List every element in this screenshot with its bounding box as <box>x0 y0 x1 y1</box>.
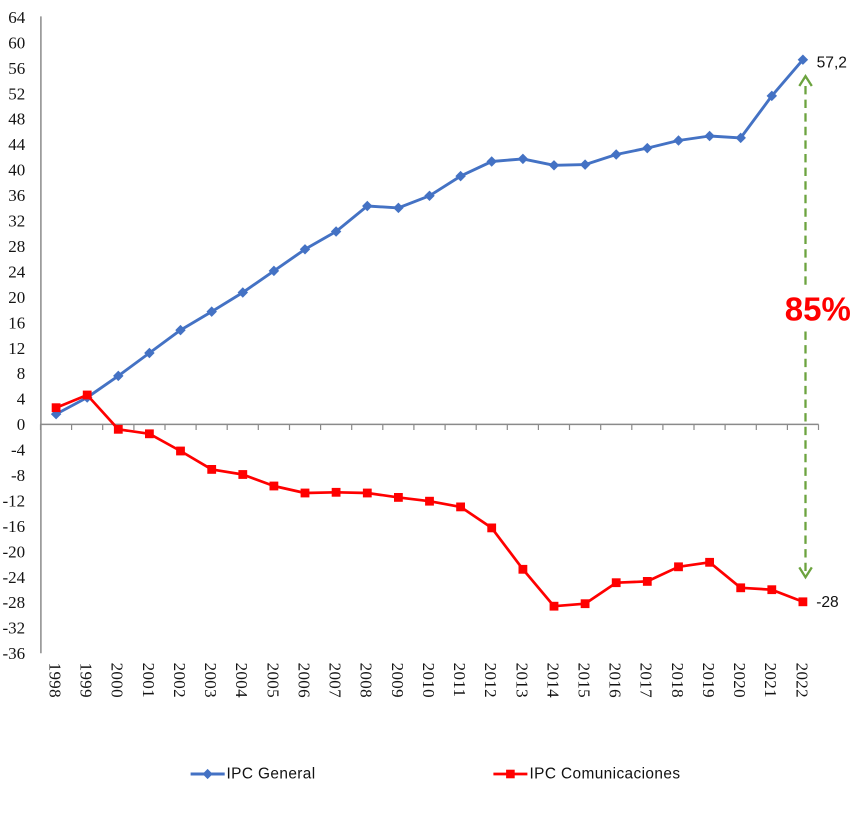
svg-text:85%: 85% <box>785 290 851 327</box>
svg-text:2007: 2007 <box>326 663 345 699</box>
svg-text:32: 32 <box>8 212 25 231</box>
svg-text:2002: 2002 <box>170 663 189 698</box>
svg-text:4: 4 <box>17 390 26 409</box>
svg-text:-36: -36 <box>3 644 26 663</box>
svg-text:40: 40 <box>8 161 25 180</box>
svg-text:2020: 2020 <box>730 663 749 698</box>
svg-text:57,2: 57,2 <box>817 54 847 71</box>
svg-text:2009: 2009 <box>388 663 407 698</box>
svg-text:28: 28 <box>8 237 25 256</box>
svg-text:2016: 2016 <box>606 663 625 698</box>
svg-text:IPC Comunicaciones: IPC Comunicaciones <box>530 766 681 783</box>
svg-text:8: 8 <box>17 364 26 383</box>
svg-text:2011: 2011 <box>450 663 469 698</box>
svg-text:2013: 2013 <box>512 663 531 698</box>
svg-text:-28: -28 <box>3 593 26 612</box>
svg-text:1999: 1999 <box>77 663 96 698</box>
svg-text:2014: 2014 <box>543 663 562 699</box>
svg-text:24: 24 <box>8 262 26 281</box>
svg-text:48: 48 <box>8 110 25 129</box>
svg-text:56: 56 <box>8 59 25 78</box>
svg-text:2003: 2003 <box>201 663 220 698</box>
svg-text:2001: 2001 <box>139 663 158 698</box>
svg-text:2008: 2008 <box>357 663 376 698</box>
svg-text:IPC General: IPC General <box>227 766 316 783</box>
svg-text:2005: 2005 <box>263 663 282 698</box>
svg-text:-20: -20 <box>3 542 26 561</box>
svg-text:2015: 2015 <box>575 663 594 698</box>
svg-text:2004: 2004 <box>232 663 251 699</box>
svg-text:2010: 2010 <box>419 663 438 698</box>
svg-text:64: 64 <box>8 8 26 27</box>
svg-text:52: 52 <box>8 84 25 103</box>
svg-text:-16: -16 <box>3 517 26 536</box>
svg-text:-28: -28 <box>816 594 839 611</box>
svg-text:-32: -32 <box>3 619 26 638</box>
svg-text:12: 12 <box>8 339 25 358</box>
svg-text:2018: 2018 <box>668 663 687 698</box>
svg-text:60: 60 <box>8 33 25 52</box>
svg-text:-24: -24 <box>3 568 26 587</box>
svg-text:-4: -4 <box>11 441 26 460</box>
svg-text:2012: 2012 <box>481 663 500 698</box>
svg-text:2006: 2006 <box>294 663 313 698</box>
svg-text:2019: 2019 <box>699 663 718 698</box>
svg-text:-8: -8 <box>11 466 25 485</box>
svg-text:36: 36 <box>8 186 25 205</box>
svg-text:2021: 2021 <box>761 663 780 698</box>
svg-text:2017: 2017 <box>637 663 656 699</box>
svg-text:2000: 2000 <box>108 663 127 698</box>
svg-text:20: 20 <box>8 288 25 307</box>
svg-text:2022: 2022 <box>792 663 811 698</box>
svg-text:16: 16 <box>8 313 25 332</box>
svg-text:-12: -12 <box>3 492 26 511</box>
svg-text:0: 0 <box>17 415 26 434</box>
svg-text:44: 44 <box>8 135 26 154</box>
svg-text:1998: 1998 <box>46 663 65 698</box>
